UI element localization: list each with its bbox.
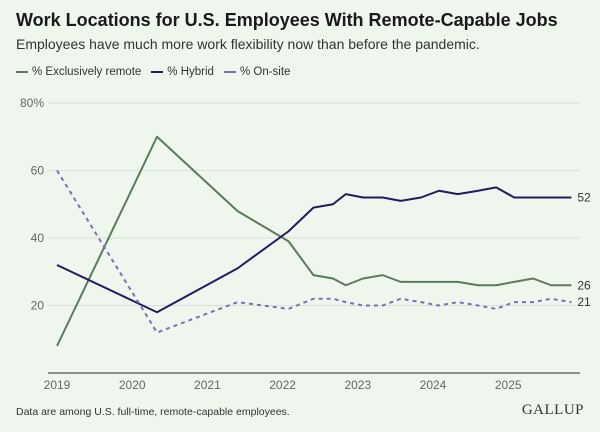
legend-item-hybrid: % Hybrid (151, 66, 214, 78)
x-tick-label: 2021 (194, 378, 221, 392)
y-tick-label: 80% (20, 96, 44, 110)
y-tick-label: 60 (31, 164, 45, 178)
chart-subtitle: Employees have much more work flexibilit… (16, 36, 480, 52)
y-tick-label: 20 (31, 299, 45, 313)
legend-item-onsite: % On-site (223, 66, 291, 78)
legend: % Exclusively remote % Hybrid % On-site (16, 66, 290, 78)
end-label: 26 (577, 278, 591, 292)
legend-label-remote: % Exclusively remote (32, 66, 142, 78)
x-tick-label: 2022 (269, 378, 296, 392)
y-tick-label: 40 (31, 231, 45, 245)
end-label: 52 (577, 191, 591, 205)
legend-label-hybrid: % Hybrid (167, 66, 214, 78)
series-line-hybrid (56, 186, 572, 314)
legend-item-remote: % Exclusively remote (16, 66, 141, 78)
legend-swatch-hybrid (151, 71, 164, 73)
gallup-logo: GALLUP (521, 402, 584, 418)
x-tick-label: 2019 (44, 378, 71, 392)
legend-label-onsite: % On-site (239, 66, 291, 78)
x-tick-label: 2024 (420, 378, 447, 392)
chart-title: Work Locations for U.S. Employees With R… (16, 10, 558, 30)
footnote: Data are among U.S. full-time, remote-ca… (16, 406, 290, 418)
legend-swatch-remote (16, 71, 28, 73)
x-tick-label: 2025 (495, 378, 522, 392)
end-label: 21 (577, 295, 591, 309)
legend-swatch-onsite (223, 71, 236, 73)
x-tick-label: 2023 (344, 378, 371, 392)
series-line-on-site (56, 169, 572, 334)
x-tick-label: 2020 (119, 378, 146, 392)
series-line-exclusively-remote (56, 135, 572, 347)
